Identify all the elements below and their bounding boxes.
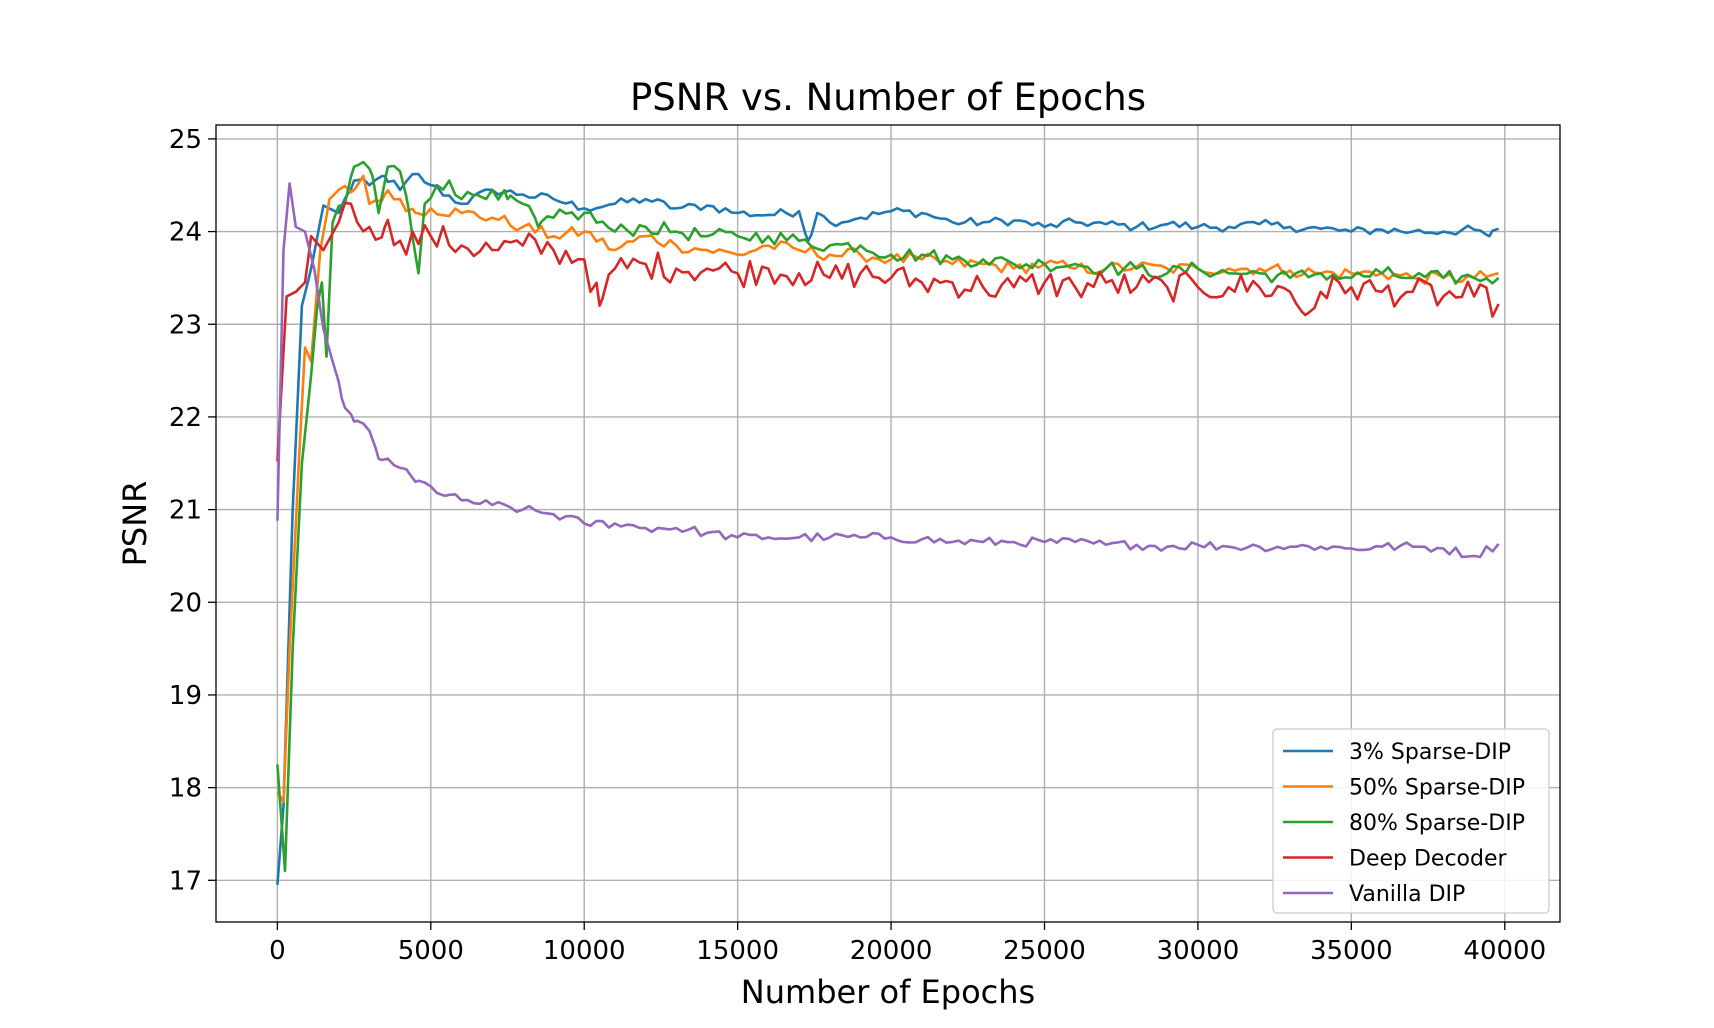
- legend-label: 3% Sparse-DIP: [1349, 740, 1511, 765]
- x-axis-label: Number of Epochs: [741, 973, 1035, 1011]
- y-tick-label: 21: [169, 496, 202, 526]
- x-tick-label: 25000: [1003, 936, 1086, 966]
- series-line-80-sparse-dip: [276, 160, 1500, 873]
- y-axis-label: PSNR: [116, 481, 154, 567]
- legend-label: Vanilla DIP: [1349, 882, 1465, 907]
- y-tick-label: 20: [169, 588, 202, 618]
- series-line-3-sparse-dip: [276, 172, 1499, 886]
- y-tick-label: 17: [169, 866, 202, 896]
- legend-label: 50% Sparse-DIP: [1349, 776, 1525, 801]
- legend-label: 80% Sparse-DIP: [1349, 811, 1525, 836]
- x-tick-label: 0: [269, 936, 286, 966]
- x-tick-label: 5000: [398, 936, 464, 966]
- y-tick-label: 22: [169, 403, 202, 433]
- series-layer: [276, 160, 1500, 886]
- y-tick-label: 18: [169, 774, 202, 804]
- x-tick-label: 20000: [850, 936, 933, 966]
- x-tick-label: 40000: [1463, 936, 1546, 966]
- series-line-50-sparse-dip: [276, 174, 1499, 803]
- axes-frame: [215, 124, 1561, 923]
- legend: 3% Sparse-DIP 50% Sparse-DIP 80% Sparse-DI…: [1272, 728, 1550, 914]
- legend-label: Deep Decoder: [1349, 847, 1508, 872]
- y-tick-label: 25: [169, 125, 202, 155]
- chart-title: PSNR vs. Number of Epochs: [630, 76, 1146, 119]
- x-tick-label: 30000: [1157, 936, 1240, 966]
- y-tick-label: 24: [169, 218, 202, 248]
- y-tick-label: 19: [169, 681, 202, 711]
- tick-marks: 0 5000 10000 15000 20000 25000 30000 35000 40000…: [169, 125, 1546, 966]
- series-line-vanilla-dip: [276, 182, 1500, 559]
- series-line-deep-decoder: [276, 201, 1500, 462]
- y-tick-label: 23: [169, 310, 202, 340]
- x-tick-label: 35000: [1310, 936, 1393, 966]
- legend-box: [1272, 728, 1550, 914]
- x-tick-label: 10000: [543, 936, 626, 966]
- x-tick-label: 15000: [696, 936, 779, 966]
